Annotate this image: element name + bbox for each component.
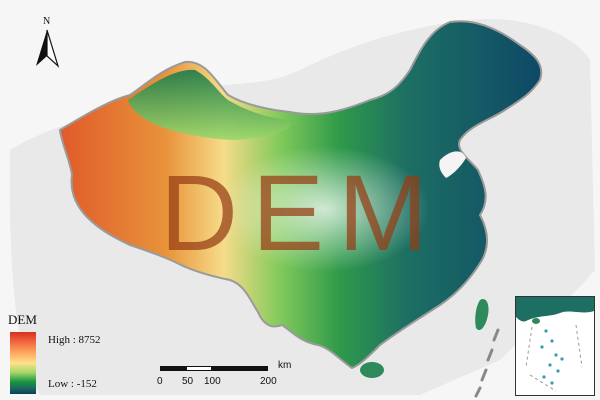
map-overlay-title: DEM bbox=[160, 152, 442, 273]
north-arrow-icon bbox=[36, 29, 60, 68]
legend-low-label: Low : -152 bbox=[48, 378, 97, 390]
scale-label: 200 bbox=[260, 376, 277, 387]
central-highlight bbox=[160, 110, 460, 290]
scale-label: 0 bbox=[157, 376, 163, 387]
north-label: N bbox=[43, 16, 51, 27]
scale-unit: km bbox=[278, 360, 292, 371]
taiwan-island bbox=[475, 298, 489, 331]
inset-map bbox=[516, 297, 594, 392]
hainan-island bbox=[360, 362, 384, 378]
scale-segment bbox=[212, 366, 268, 371]
legend-high-label: High : 8752 bbox=[48, 334, 101, 346]
scale-label: 50 bbox=[182, 376, 194, 387]
maritime-boundary bbox=[474, 328, 500, 398]
legend: DEM High : 8752 Low : -152 bbox=[4, 312, 144, 394]
legend-color-ramp bbox=[10, 332, 36, 394]
scale-segment bbox=[160, 366, 186, 371]
scale-segment bbox=[186, 366, 212, 371]
scale-bar: 0 50 100 200 km bbox=[156, 360, 306, 396]
legend-title: DEM bbox=[8, 312, 37, 327]
south-china-sea-inset bbox=[515, 296, 595, 396]
scale-label: 100 bbox=[204, 376, 221, 387]
north-arrow: N bbox=[32, 16, 62, 76]
